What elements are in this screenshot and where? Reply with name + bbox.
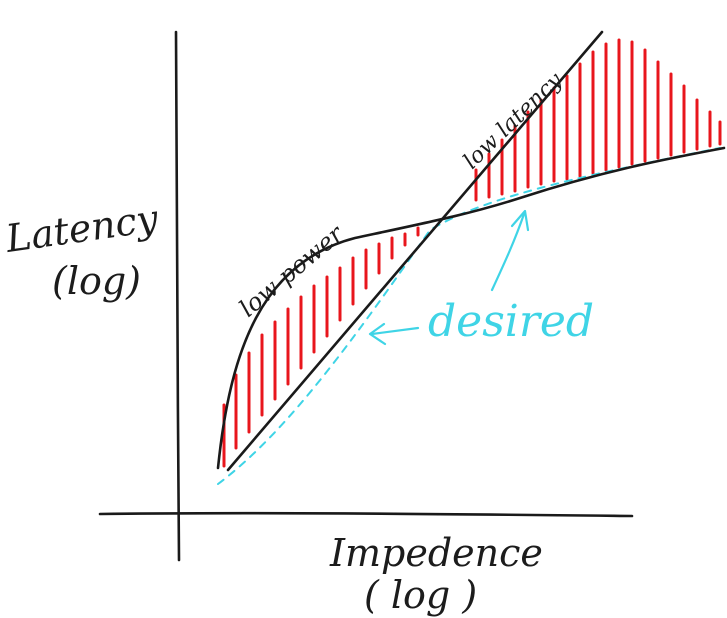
low-latency-label: low latency (459, 68, 568, 175)
desired-arrow-left (368, 322, 420, 346)
y-axis-label-line2: (log) (52, 259, 141, 303)
region-right-hatch (474, 38, 722, 202)
low-latency-curve (226, 30, 604, 472)
low-power-curve (216, 146, 726, 470)
x-axis (98, 511, 634, 518)
y-axis-label-line1: Latency (2, 196, 161, 261)
x-axis-label-line2: ( log ) (364, 573, 477, 617)
low-power-label: low power (234, 219, 350, 323)
desired-curve (217, 147, 721, 485)
x-axis-label-line1: Impedence (329, 531, 543, 575)
y-axis (174, 30, 181, 562)
region-left-hatch (222, 226, 420, 468)
desired-arrow-up (490, 209, 530, 292)
desired-label: desired (428, 296, 594, 347)
